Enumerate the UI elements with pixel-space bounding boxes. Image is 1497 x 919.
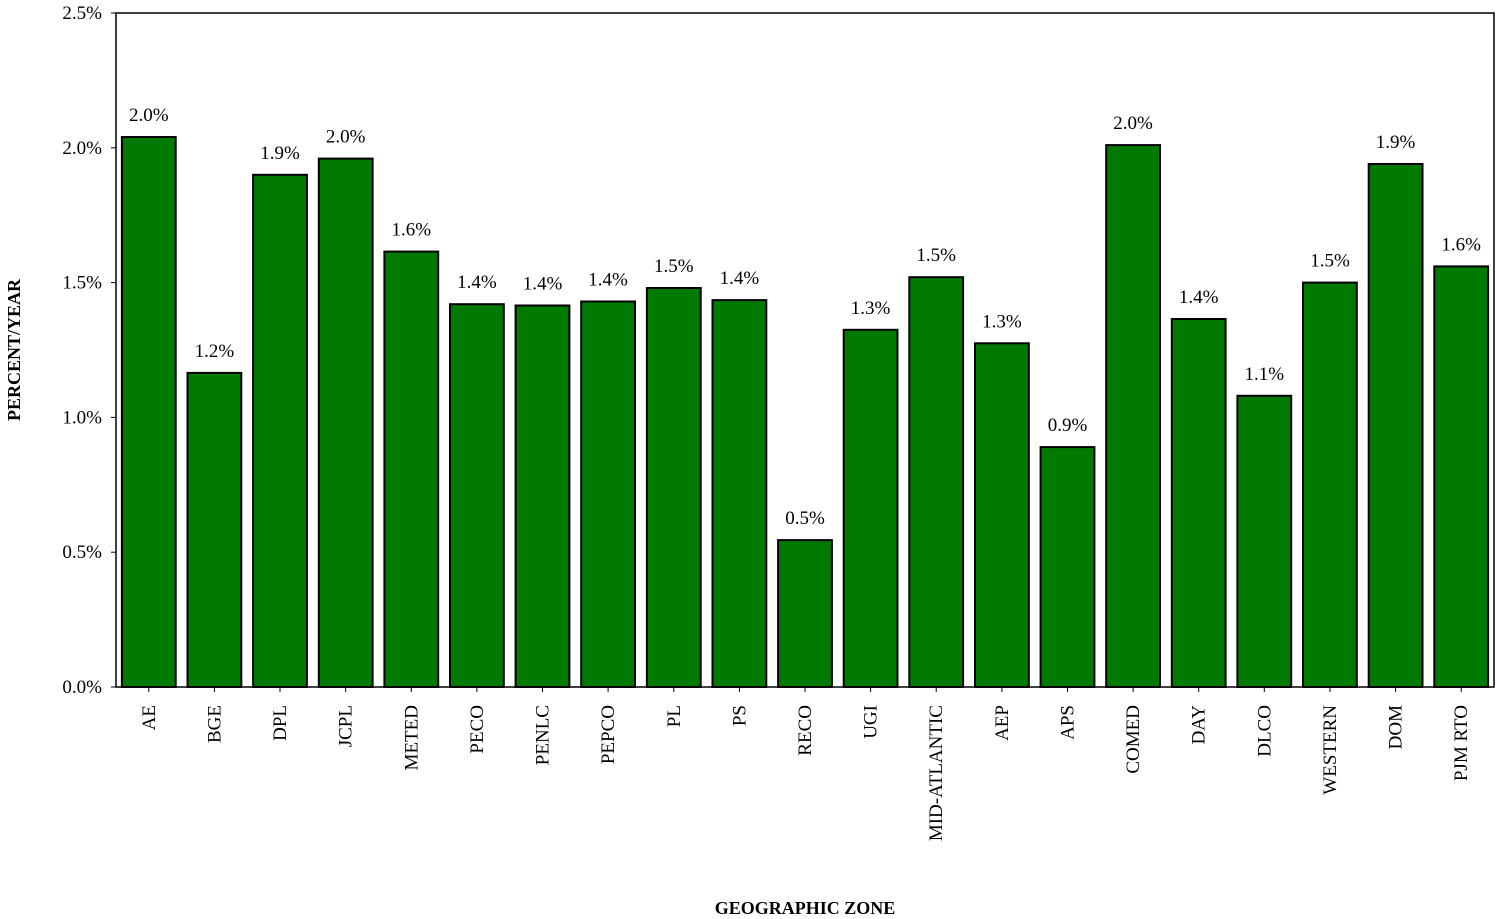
- x-tick-label: WESTERN: [1320, 705, 1341, 795]
- data-label: 1.9%: [1376, 132, 1416, 153]
- y-axis-title: PERCENT/YEAR: [4, 278, 24, 421]
- x-tick-label: RECO: [795, 705, 816, 756]
- bar-penlc: [514, 304, 571, 688]
- bar-ps: [711, 299, 768, 688]
- bar-western: [1302, 281, 1358, 688]
- x-tick-label: APS: [1058, 705, 1079, 740]
- y-tick-label: 1.5%: [62, 273, 102, 294]
- x-tick-label: DAY: [1189, 705, 1210, 745]
- bar-day: [1170, 318, 1227, 688]
- x-axis: AE BGE DPL JCPL METED PECO PENLC PEPCO PL PS RECO U…: [139, 687, 1472, 841]
- data-label: 1.5%: [916, 245, 956, 266]
- x-tick-label: JCPL: [336, 705, 357, 747]
- bar-aep: [974, 342, 1030, 688]
- x-tick-label: BGE: [204, 705, 225, 743]
- bar-comed: [1105, 144, 1161, 689]
- data-label: 1.4%: [1179, 287, 1219, 308]
- x-tick-label: METED: [401, 705, 422, 770]
- bar-pjm-rto: [1433, 265, 1490, 688]
- x-tick-label: MID-ATLANTIC: [926, 705, 947, 841]
- data-label: 1.3%: [851, 298, 891, 319]
- bar-dom: [1367, 163, 1424, 688]
- data-label: 0.5%: [785, 508, 825, 529]
- x-tick-label: DLCO: [1254, 705, 1275, 757]
- x-tick-label: PS: [729, 705, 750, 726]
- data-label: 0.9%: [1048, 415, 1088, 436]
- data-label: 1.3%: [982, 311, 1022, 332]
- x-tick-label: PEPCO: [598, 705, 619, 764]
- x-axis-title: GEOGRAPHIC ZONE: [715, 898, 896, 918]
- data-label: 2.0%: [326, 127, 366, 148]
- y-tick-label: 0.0%: [62, 677, 102, 698]
- bars-group: [120, 136, 1490, 689]
- x-tick-label: PL: [664, 705, 685, 727]
- bar-peco: [449, 303, 505, 688]
- data-label: 1.4%: [457, 272, 497, 293]
- x-tick-label: PECO: [467, 705, 488, 754]
- bar-bge: [186, 371, 243, 688]
- y-axis: 0.0% 0.5% 1.0% 1.5% 2.0% 2.5%: [62, 3, 116, 698]
- data-label: 2.0%: [1113, 113, 1153, 134]
- data-label: 1.4%: [588, 270, 628, 291]
- bar-ae: [120, 136, 177, 688]
- bar-mid-atlantic: [908, 276, 965, 688]
- data-label: 1.5%: [1310, 251, 1350, 272]
- data-label: 1.4%: [523, 274, 563, 295]
- data-label: 1.2%: [195, 341, 235, 362]
- data-label: 2.0%: [129, 105, 169, 126]
- x-tick-label: DOM: [1386, 705, 1407, 749]
- bar-meted: [383, 250, 440, 688]
- data-label: 1.4%: [720, 268, 760, 289]
- y-tick-label: 1.0%: [62, 407, 102, 428]
- x-tick-label: COMED: [1123, 705, 1144, 774]
- x-tick-label: DPL: [270, 705, 291, 741]
- x-tick-label: UGI: [861, 705, 882, 739]
- bar-reco: [777, 539, 833, 688]
- x-tick-label: PENLC: [533, 705, 554, 765]
- data-label: 1.6%: [392, 220, 432, 241]
- data-label: 1.5%: [654, 256, 694, 277]
- bar-aps: [1039, 446, 1096, 688]
- bar-pepco: [580, 300, 637, 688]
- y-tick-label: 2.0%: [62, 138, 102, 159]
- y-tick-label: 2.5%: [62, 3, 102, 24]
- x-tick-label: PJM RTO: [1451, 705, 1472, 781]
- data-label: 1.6%: [1441, 234, 1481, 255]
- data-label: 1.9%: [260, 143, 300, 164]
- bar-jcpl: [317, 157, 374, 689]
- data-label: 1.1%: [1245, 364, 1285, 385]
- bar-pl: [645, 287, 702, 688]
- x-tick-label: AE: [139, 705, 160, 730]
- bar-dlco: [1236, 394, 1293, 688]
- bar-dpl: [252, 173, 308, 689]
- y-tick-label: 0.5%: [62, 542, 102, 563]
- bar-ugi: [842, 328, 899, 688]
- data-labels-group: 2.0% 1.2% 1.9% 2.0% 1.6% 1.4% 1.4% 1.4% 1.5% 1.4%…: [129, 105, 1481, 529]
- x-tick-label: AEP: [992, 705, 1013, 741]
